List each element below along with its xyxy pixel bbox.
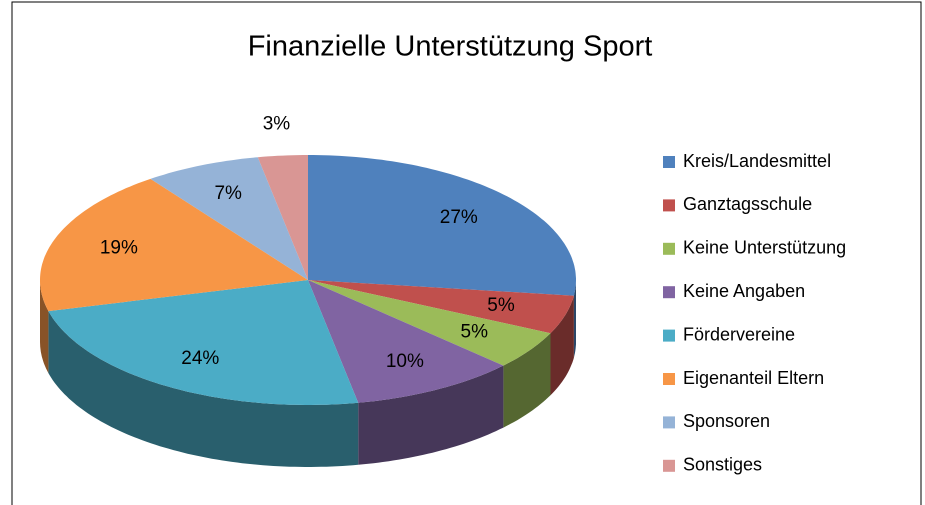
legend-swatch <box>663 242 675 255</box>
legend-swatch <box>663 329 675 342</box>
legend-label: Keine Unterstützung <box>683 238 846 258</box>
data-label: 10% <box>386 351 424 372</box>
slice <box>308 280 504 403</box>
data-label: 5% <box>487 295 515 316</box>
slice-side <box>48 311 359 467</box>
legend-label: Sponsoren <box>683 411 770 431</box>
slice-side <box>550 295 574 396</box>
legend-label: Kreis/Landesmittel <box>683 151 831 171</box>
data-label: 7% <box>214 183 242 204</box>
slice <box>308 280 551 366</box>
legend-label: Ganztagsschule <box>683 194 812 214</box>
slice-side <box>573 280 576 358</box>
legend-swatch <box>663 459 675 472</box>
data-label: 24% <box>181 348 219 369</box>
slice <box>308 155 576 296</box>
legend-swatch <box>663 199 675 212</box>
data-label: 27% <box>440 207 478 228</box>
slice <box>308 280 574 334</box>
legend-swatch <box>663 416 675 429</box>
legend-swatch <box>663 156 675 168</box>
chart-title: Finanzielle Unterstützung Sport <box>248 31 653 63</box>
slice <box>40 178 308 312</box>
legend-label: Fördervereine <box>683 324 795 344</box>
legend-label: Sonstiges <box>683 455 762 475</box>
slice <box>150 157 308 280</box>
slice <box>48 280 359 405</box>
legend-swatch <box>663 286 675 299</box>
legend-label: Eigenanteil Eltern <box>683 368 824 388</box>
slice <box>257 155 308 280</box>
data-label: 3% <box>263 113 291 134</box>
data-label: 5% <box>461 322 489 343</box>
data-label: 19% <box>100 237 138 258</box>
slice-side <box>503 333 551 428</box>
slice-side <box>358 365 504 465</box>
legend-swatch <box>663 373 675 385</box>
legend-label: Keine Angaben <box>683 281 805 301</box>
slice-side <box>40 280 49 374</box>
